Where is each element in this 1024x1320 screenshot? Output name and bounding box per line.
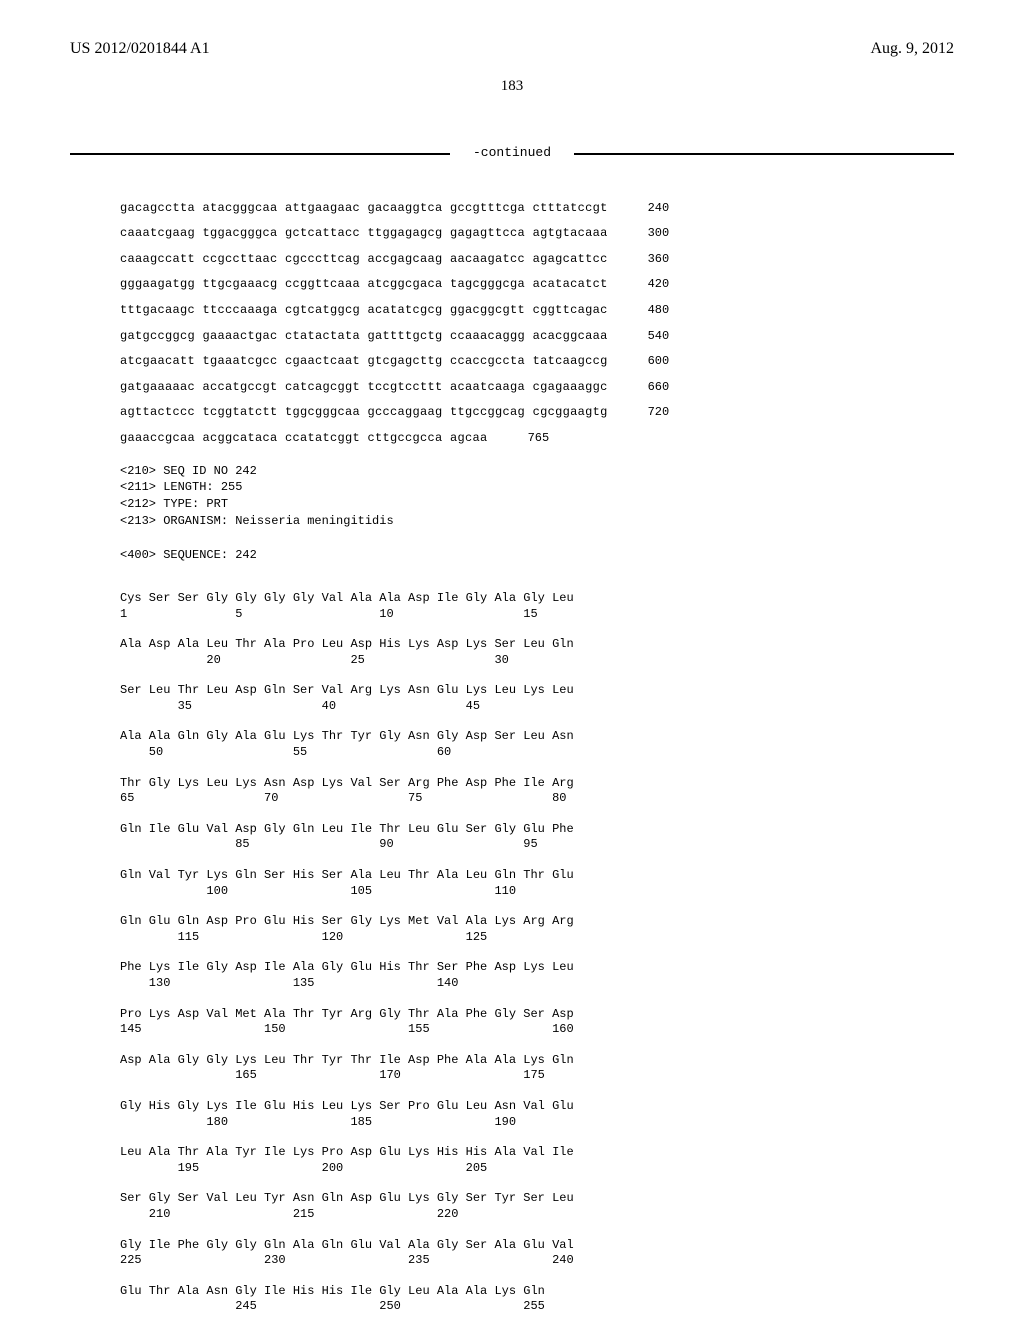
nucleotide-row: gatgaaaaac accatgccgt catcagcggt tccgtcc… bbox=[120, 380, 954, 396]
protein-row: Gly Ile Phe Gly Gly Gln Ala Gln Glu Val … bbox=[120, 1238, 954, 1269]
position-numbers: 1 5 10 15 bbox=[120, 607, 954, 623]
document-header: US 2012/0201844 A1 Aug. 9, 2012 bbox=[70, 40, 954, 58]
nucleotide-position: 540 bbox=[648, 329, 670, 345]
page-number: 183 bbox=[70, 78, 954, 95]
nucleotide-position: 480 bbox=[648, 303, 670, 319]
sequence-metadata: <210> SEQ ID NO 242 <211> LENGTH: 255 <2… bbox=[70, 463, 954, 564]
amino-acid-line: Gly His Gly Lys Ile Glu His Leu Lys Ser … bbox=[120, 1099, 954, 1115]
nucleotide-row: tttgacaagc ttcccaaaga cgtcatggcg acatatc… bbox=[120, 303, 954, 319]
amino-acid-line: Phe Lys Ile Gly Asp Ile Ala Gly Glu His … bbox=[120, 960, 954, 976]
position-numbers: 85 90 95 bbox=[120, 837, 954, 853]
position-numbers: 65 70 75 80 bbox=[120, 791, 954, 807]
amino-acid-line: Ala Asp Ala Leu Thr Ala Pro Leu Asp His … bbox=[120, 637, 954, 653]
publication-number: US 2012/0201844 A1 bbox=[70, 40, 210, 58]
metadata-length: <211> LENGTH: 255 bbox=[120, 479, 954, 496]
amino-acid-line: Glu Thr Ala Asn Gly Ile His His Ile Gly … bbox=[120, 1284, 954, 1300]
amino-acid-line: Leu Ala Thr Ala Tyr Ile Lys Pro Asp Glu … bbox=[120, 1145, 954, 1161]
continued-label: -continued bbox=[70, 145, 954, 160]
protein-row: Phe Lys Ile Gly Asp Ile Ala Gly Glu His … bbox=[120, 960, 954, 991]
nucleotide-text: atcgaacatt tgaaatcgcc cgaactcaat gtcgagc… bbox=[120, 354, 608, 370]
nucleotide-row: caaagccatt ccgccttaac cgcccttcag accgagc… bbox=[120, 252, 954, 268]
protein-row: Ala Ala Gln Gly Ala Glu Lys Thr Tyr Gly … bbox=[120, 729, 954, 760]
nucleotide-text: agttactccc tcggtatctt tggcgggcaa gcccagg… bbox=[120, 405, 608, 421]
nucleotide-position: 660 bbox=[648, 380, 670, 396]
amino-acid-line: Gln Glu Gln Asp Pro Glu His Ser Gly Lys … bbox=[120, 914, 954, 930]
publication-date: Aug. 9, 2012 bbox=[870, 40, 954, 58]
position-numbers: 180 185 190 bbox=[120, 1115, 954, 1131]
metadata-seq-id: <210> SEQ ID NO 242 bbox=[120, 463, 954, 480]
position-numbers: 115 120 125 bbox=[120, 930, 954, 946]
position-numbers: 165 170 175 bbox=[120, 1068, 954, 1084]
nucleotide-position: 240 bbox=[648, 201, 670, 217]
nucleotide-text: gacagcctta atacgggcaa attgaagaac gacaagg… bbox=[120, 201, 608, 217]
protein-row: Gln Glu Gln Asp Pro Glu His Ser Gly Lys … bbox=[120, 914, 954, 945]
position-numbers: 145 150 155 160 bbox=[120, 1022, 954, 1038]
nucleotide-text: caaagccatt ccgccttaac cgcccttcag accgagc… bbox=[120, 252, 608, 268]
nucleotide-position: 765 bbox=[528, 431, 550, 447]
protein-row: Pro Lys Asp Val Met Ala Thr Tyr Arg Gly … bbox=[120, 1007, 954, 1038]
protein-row: Thr Gly Lys Leu Lys Asn Asp Lys Val Ser … bbox=[120, 776, 954, 807]
protein-row: Asp Ala Gly Gly Lys Leu Thr Tyr Thr Ile … bbox=[120, 1053, 954, 1084]
protein-row: Gln Val Tyr Lys Gln Ser His Ser Ala Leu … bbox=[120, 868, 954, 899]
continued-divider: -continued bbox=[70, 145, 954, 160]
nucleotide-row: gaaaccgcaa acggcataca ccatatcggt cttgccg… bbox=[120, 431, 954, 447]
nucleotide-position: 600 bbox=[648, 354, 670, 370]
position-numbers: 210 215 220 bbox=[120, 1207, 954, 1223]
protein-sequence-block: Cys Ser Ser Gly Gly Gly Gly Val Ala Ala … bbox=[70, 575, 954, 1315]
amino-acid-line: Pro Lys Asp Val Met Ala Thr Tyr Arg Gly … bbox=[120, 1007, 954, 1023]
nucleotide-row: gggaagatgg ttgcgaaacg ccggttcaaa atcggcg… bbox=[120, 277, 954, 293]
position-numbers: 20 25 30 bbox=[120, 653, 954, 669]
protein-row: Ser Gly Ser Val Leu Tyr Asn Gln Asp Glu … bbox=[120, 1191, 954, 1222]
position-numbers: 195 200 205 bbox=[120, 1161, 954, 1177]
nucleotide-text: gaaaccgcaa acggcataca ccatatcggt cttgccg… bbox=[120, 431, 488, 447]
amino-acid-line: Gly Ile Phe Gly Gly Gln Ala Gln Glu Val … bbox=[120, 1238, 954, 1254]
protein-row: Ala Asp Ala Leu Thr Ala Pro Leu Asp His … bbox=[120, 637, 954, 668]
protein-row: Leu Ala Thr Ala Tyr Ile Lys Pro Asp Glu … bbox=[120, 1145, 954, 1176]
metadata-sequence: <400> SEQUENCE: 242 bbox=[120, 547, 954, 564]
amino-acid-line: Asp Ala Gly Gly Lys Leu Thr Tyr Thr Ile … bbox=[120, 1053, 954, 1069]
nucleotide-row: atcgaacatt tgaaatcgcc cgaactcaat gtcgagc… bbox=[120, 354, 954, 370]
protein-row: Ser Leu Thr Leu Asp Gln Ser Val Arg Lys … bbox=[120, 683, 954, 714]
position-numbers: 130 135 140 bbox=[120, 976, 954, 992]
metadata-type: <212> TYPE: PRT bbox=[120, 496, 954, 513]
nucleotide-row: agttactccc tcggtatctt tggcgggcaa gcccagg… bbox=[120, 405, 954, 421]
nucleotide-row: gacagcctta atacgggcaa attgaagaac gacaagg… bbox=[120, 201, 954, 217]
nucleotide-text: caaatcgaag tggacgggca gctcattacc ttggaga… bbox=[120, 226, 608, 242]
position-numbers: 100 105 110 bbox=[120, 884, 954, 900]
nucleotide-text: gggaagatgg ttgcgaaacg ccggttcaaa atcggcg… bbox=[120, 277, 608, 293]
nucleotide-row: caaatcgaag tggacgggca gctcattacc ttggaga… bbox=[120, 226, 954, 242]
amino-acid-line: Thr Gly Lys Leu Lys Asn Asp Lys Val Ser … bbox=[120, 776, 954, 792]
amino-acid-line: Cys Ser Ser Gly Gly Gly Gly Val Ala Ala … bbox=[120, 591, 954, 607]
protein-row: Gln Ile Glu Val Asp Gly Gln Leu Ile Thr … bbox=[120, 822, 954, 853]
position-numbers: 35 40 45 bbox=[120, 699, 954, 715]
amino-acid-line: Ser Leu Thr Leu Asp Gln Ser Val Arg Lys … bbox=[120, 683, 954, 699]
nucleotide-position: 720 bbox=[648, 405, 670, 421]
amino-acid-line: Ser Gly Ser Val Leu Tyr Asn Gln Asp Glu … bbox=[120, 1191, 954, 1207]
position-numbers: 245 250 255 bbox=[120, 1299, 954, 1315]
nucleotide-row: gatgccggcg gaaaactgac ctatactata gattttg… bbox=[120, 329, 954, 345]
metadata-organism: <213> ORGANISM: Neisseria meningitidis bbox=[120, 513, 954, 530]
nucleotide-sequence-block: gacagcctta atacgggcaa attgaagaac gacaagg… bbox=[70, 185, 954, 447]
nucleotide-position: 300 bbox=[648, 226, 670, 242]
amino-acid-line: Ala Ala Gln Gly Ala Glu Lys Thr Tyr Gly … bbox=[120, 729, 954, 745]
amino-acid-line: Gln Ile Glu Val Asp Gly Gln Leu Ile Thr … bbox=[120, 822, 954, 838]
position-numbers: 50 55 60 bbox=[120, 745, 954, 761]
nucleotide-text: gatgaaaaac accatgccgt catcagcggt tccgtcc… bbox=[120, 380, 608, 396]
protein-row: Gly His Gly Lys Ile Glu His Leu Lys Ser … bbox=[120, 1099, 954, 1130]
nucleotide-position: 420 bbox=[648, 277, 670, 293]
nucleotide-text: gatgccggcg gaaaactgac ctatactata gattttg… bbox=[120, 329, 608, 345]
nucleotide-text: tttgacaagc ttcccaaaga cgtcatggcg acatatc… bbox=[120, 303, 608, 319]
protein-row: Glu Thr Ala Asn Gly Ile His His Ile Gly … bbox=[120, 1284, 954, 1315]
protein-row: Cys Ser Ser Gly Gly Gly Gly Val Ala Ala … bbox=[120, 591, 954, 622]
nucleotide-position: 360 bbox=[648, 252, 670, 268]
position-numbers: 225 230 235 240 bbox=[120, 1253, 954, 1269]
amino-acid-line: Gln Val Tyr Lys Gln Ser His Ser Ala Leu … bbox=[120, 868, 954, 884]
